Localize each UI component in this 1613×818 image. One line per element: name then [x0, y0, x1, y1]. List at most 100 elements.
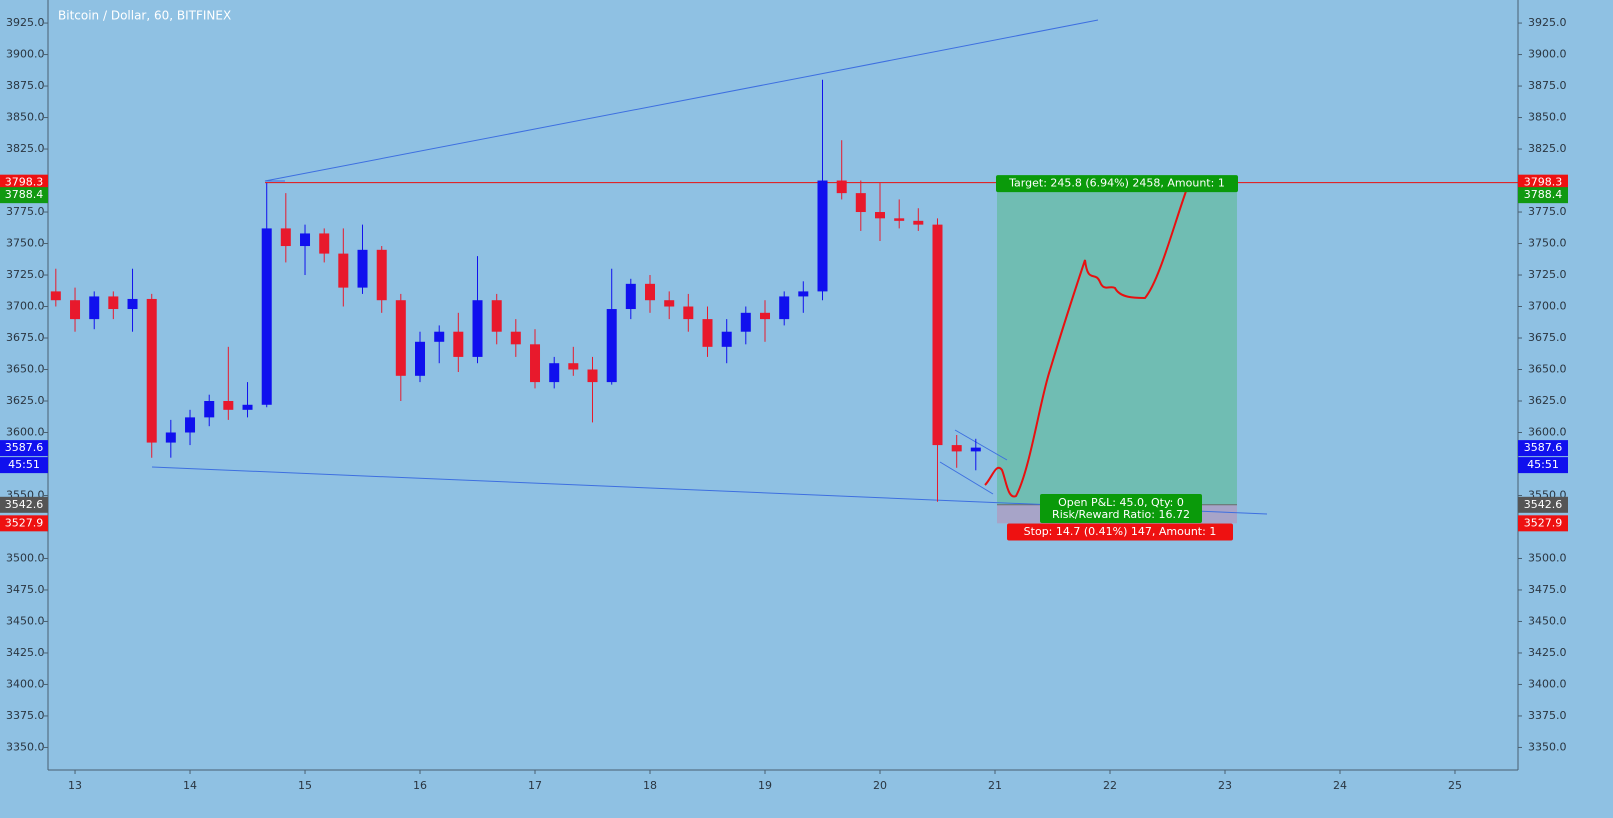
candle-body	[702, 319, 713, 347]
countdown: 45:51	[8, 458, 40, 471]
candle-body	[645, 283, 656, 301]
candle-body	[491, 300, 502, 332]
y-tick-label: 3675.0	[1528, 331, 1567, 344]
y-tick-label: 3825.0	[6, 142, 45, 155]
y-tick-label: 3900.0	[1528, 48, 1567, 61]
y-tick-label: 3400.0	[1528, 677, 1567, 690]
y-tick-label: 3925.0	[1528, 16, 1567, 29]
candle-body	[357, 249, 368, 288]
x-tick-label: 24	[1333, 779, 1347, 792]
y-tick-label: 3875.0	[1528, 79, 1567, 92]
y-tick-label: 3600.0	[1528, 425, 1567, 438]
candle-body	[874, 212, 885, 219]
candle-body	[242, 404, 253, 410]
candle-body	[395, 300, 406, 376]
candle-body	[376, 249, 387, 301]
chart-title: Bitcoin / Dollar, 60, BITFINEX	[58, 9, 231, 23]
countdown-box	[0, 457, 48, 474]
price-label-box	[0, 515, 48, 532]
x-tick-label: 17	[528, 779, 542, 792]
y-tick-label: 3700.0	[6, 300, 45, 313]
price-label-box	[1518, 515, 1568, 532]
candle-body	[453, 331, 464, 357]
candle-body	[204, 400, 215, 418]
y-tick-label: 3625.0	[1528, 394, 1567, 407]
price-label-box	[0, 187, 48, 204]
candle-body	[549, 363, 560, 383]
y-tick-label: 3675.0	[6, 331, 45, 344]
x-tick-label: 19	[758, 779, 772, 792]
candle-body	[510, 331, 521, 345]
y-tick-label: 3825.0	[1528, 142, 1567, 155]
y-tick-label: 3475.0	[1528, 583, 1567, 596]
y-tick-label: 3500.0	[6, 551, 45, 564]
y-tick-label: 3850.0	[1528, 111, 1567, 124]
candle-body	[970, 447, 981, 452]
candle-body	[855, 193, 866, 213]
x-tick-label: 23	[1218, 779, 1232, 792]
position-label: Risk/Reward Ratio: 16.72	[1052, 508, 1190, 521]
channel-line	[954, 429, 1008, 461]
candle-body	[338, 253, 349, 288]
x-tick-label: 20	[873, 779, 887, 792]
y-tick-label: 3875.0	[6, 79, 45, 92]
candles	[50, 79, 981, 502]
y-tick-label: 3425.0	[6, 646, 45, 659]
price-label: 3587.6	[1524, 441, 1563, 454]
price-label-box	[0, 440, 48, 457]
candle-body	[127, 298, 138, 310]
position-label-box	[996, 175, 1238, 193]
position-label: Target: 245.8 (6.94%) 2458, Amount: 1	[1008, 177, 1225, 190]
x-tick-label: 22	[1103, 779, 1117, 792]
candle-body	[740, 312, 751, 332]
y-tick-label: 3400.0	[6, 677, 45, 690]
candle-body	[89, 296, 100, 320]
y-tick-label: 3500.0	[1528, 551, 1567, 564]
position-label: Stop: 14.7 (0.41%) 147, Amount: 1	[1024, 525, 1217, 538]
candle-body	[798, 291, 809, 297]
x-tick-label: 13	[68, 779, 82, 792]
price-label: 3798.3	[5, 176, 44, 189]
candle-body	[50, 291, 61, 301]
projection-curve	[984, 179, 1191, 498]
position-label-box	[1007, 523, 1233, 541]
y-tick-label: 3475.0	[6, 583, 45, 596]
price-label: 3542.6	[5, 498, 44, 511]
candle-body	[664, 300, 675, 307]
y-tick-label: 3925.0	[6, 16, 45, 29]
candle-body	[606, 309, 617, 383]
x-tick-label: 25	[1448, 779, 1462, 792]
price-label-box	[1518, 187, 1568, 204]
price-label: 3587.6	[5, 441, 44, 454]
price-label: 3527.9	[5, 516, 44, 529]
price-label: 3798.3	[1524, 176, 1563, 189]
countdown: 45:51	[1527, 458, 1559, 471]
candle-body	[932, 224, 943, 446]
candle-body	[625, 283, 636, 310]
y-tick-label: 3725.0	[6, 268, 45, 281]
candle-body	[108, 296, 119, 310]
y-tick-label: 3700.0	[1528, 300, 1567, 313]
y-tick-label: 3775.0	[6, 205, 45, 218]
y-tick-label: 3425.0	[1528, 646, 1567, 659]
y-tick-label: 3775.0	[1528, 205, 1567, 218]
y-tick-label: 3350.0	[1528, 740, 1567, 753]
y-tick-label: 3450.0	[1528, 614, 1567, 627]
candle-body	[146, 298, 157, 443]
x-tick-label: 15	[298, 779, 312, 792]
x-tick-label: 16	[413, 779, 427, 792]
candle-body	[568, 363, 579, 370]
position-label: Open P&L: 45.0, Qty: 0	[1058, 496, 1184, 509]
candle-body	[300, 233, 311, 247]
x-tick-label: 21	[988, 779, 1002, 792]
y-tick-label: 3900.0	[6, 48, 45, 61]
y-tick-label: 3450.0	[6, 614, 45, 627]
candle-body	[779, 296, 790, 320]
candle-body	[415, 341, 426, 376]
candle-body	[223, 400, 234, 410]
y-tick-label: 3625.0	[6, 394, 45, 407]
price-label-box	[0, 496, 48, 513]
y-tick-label: 3650.0	[6, 363, 45, 376]
